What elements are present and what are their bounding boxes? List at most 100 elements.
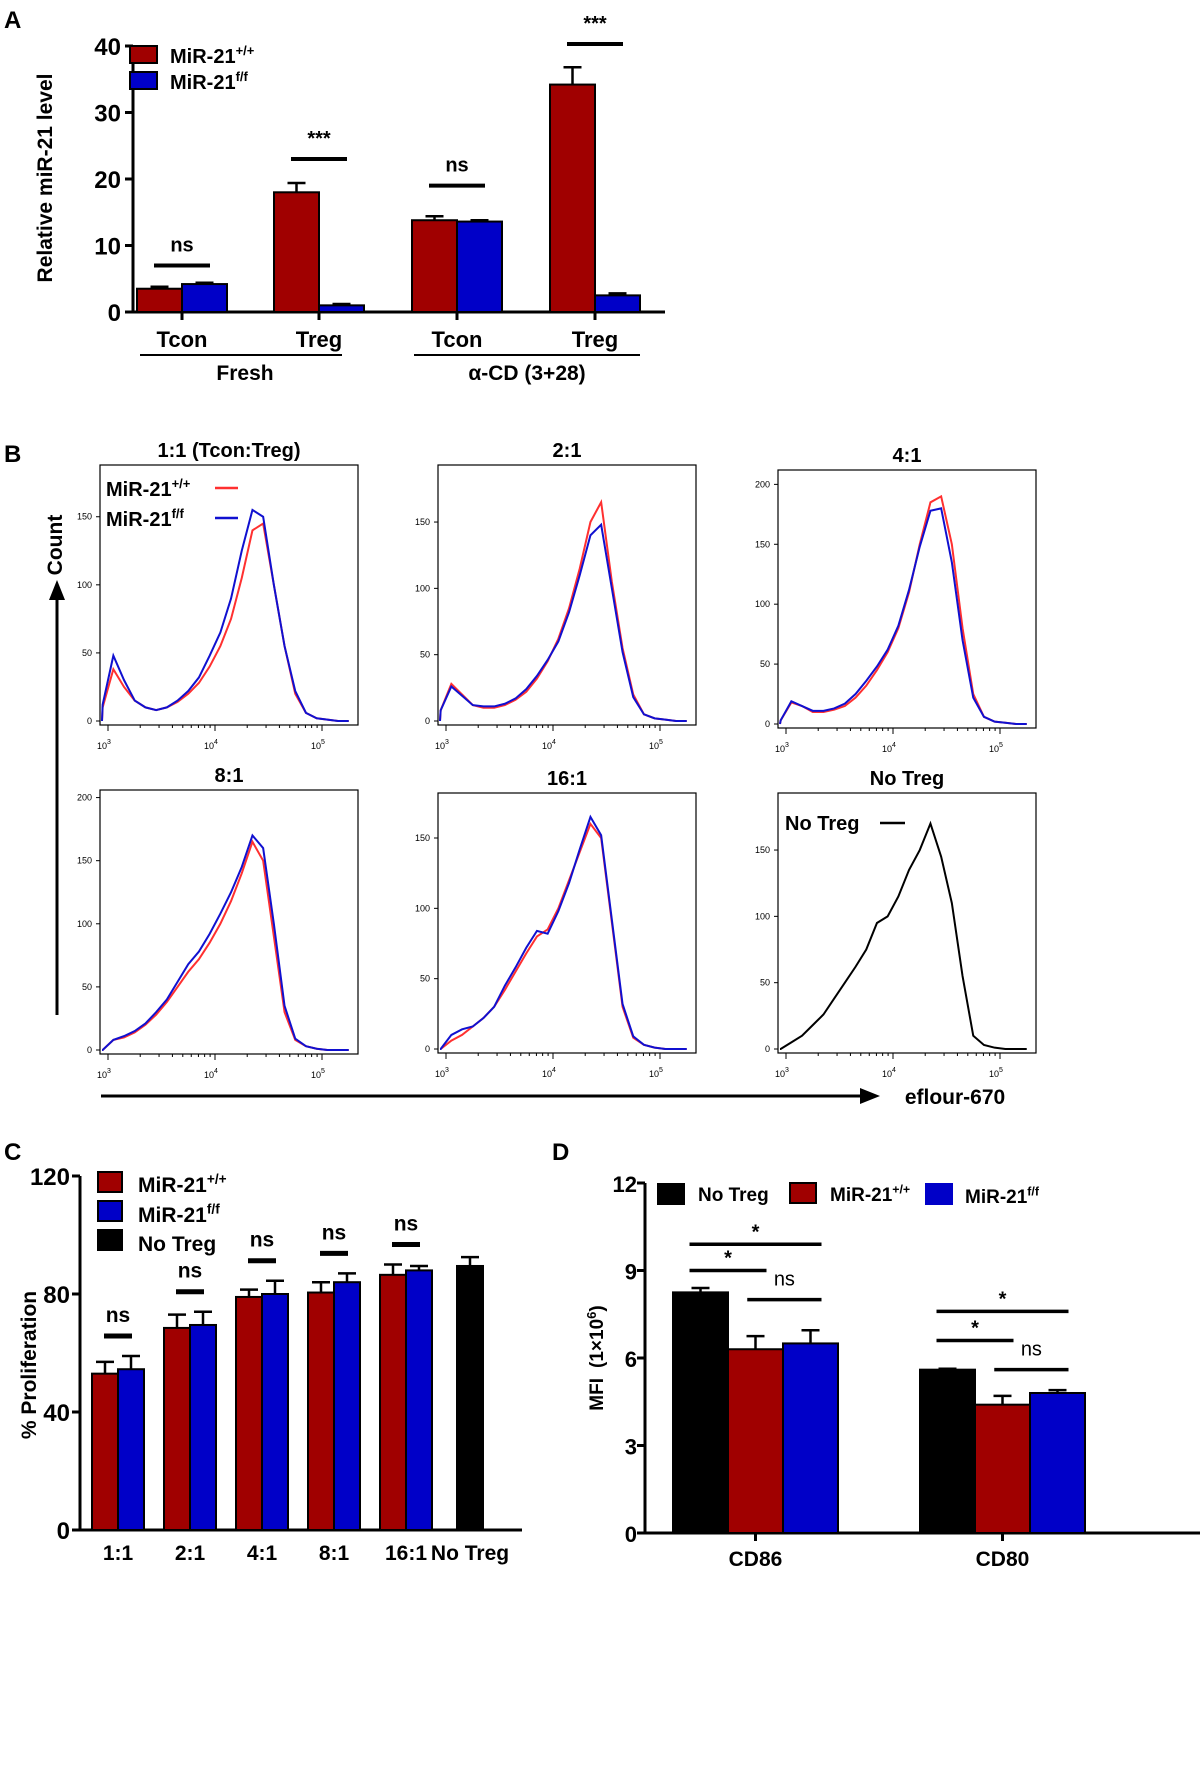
- x-tick-base: 10: [649, 741, 659, 751]
- legend-label-no-treg: No Treg: [138, 1233, 216, 1256]
- bar-miR21-ff: [261, 1293, 289, 1531]
- x-tick-label: 105: [649, 739, 663, 751]
- significance-label: ns: [1021, 1339, 1042, 1361]
- bar-no-treg: [919, 1368, 976, 1534]
- y-tick-label: 0: [87, 716, 92, 726]
- x-category-label: 2:1: [175, 1542, 206, 1565]
- significance-label: ns: [445, 155, 468, 177]
- bar-miR21-wt: [235, 1295, 263, 1531]
- x-category-label: CD80: [976, 1548, 1030, 1571]
- histogram-legend-wt: MiR-21+/+: [106, 476, 191, 501]
- y-tick-label: 200: [77, 793, 92, 803]
- y-tick-label: 50: [82, 648, 92, 658]
- x-tick-label: 103: [775, 742, 789, 754]
- x-tick-base: 10: [989, 1069, 999, 1079]
- legend-swatch-ko: [129, 71, 158, 90]
- group-label-fresh: Fresh: [216, 362, 273, 385]
- bar-miR21-wt: [163, 1326, 191, 1532]
- significance-label: ns: [178, 1260, 203, 1283]
- legend-label-ko-sup: f/f: [1027, 1184, 1040, 1198]
- y-tick-label: 100: [77, 919, 92, 929]
- legend-label-ko-base: MiR-21: [138, 1204, 207, 1227]
- significance-label: ns: [394, 1213, 419, 1236]
- x-category-label: Tcon: [157, 327, 208, 352]
- histogram-line-miR21-ff: [779, 507, 1027, 725]
- y-tick-label: 0: [108, 300, 121, 327]
- legend-swatch-ko: [925, 1183, 953, 1205]
- legend-label-wt-sup: +/+: [892, 1182, 910, 1196]
- y-tick-label: 3: [625, 1435, 637, 1460]
- x-category-label: Treg: [572, 327, 618, 352]
- y-tick-label: 0: [57, 1518, 70, 1545]
- histogram-line-miR21-wt: [439, 498, 687, 722]
- y-tick-label: 40: [94, 34, 121, 61]
- histogram-legend-wt-sup: +/+: [172, 476, 191, 491]
- bar-miR21-wt: [974, 1403, 1031, 1534]
- x-category-label: 16:1: [385, 1542, 427, 1565]
- x-tick-exp: 5: [999, 742, 1003, 749]
- y-tick-label: 0: [87, 1045, 92, 1055]
- histogram-legend-ko-base: MiR-21: [106, 509, 172, 531]
- bar-miR21-ff: [405, 1269, 433, 1532]
- legend-label-wt-sup: +/+: [236, 43, 255, 58]
- x-tick-base: 10: [649, 1069, 659, 1079]
- x-category-label: 4:1: [247, 1542, 278, 1565]
- x-tick-base: 10: [989, 744, 999, 754]
- count-axis-label: Count: [44, 515, 67, 576]
- x-tick-base: 10: [542, 741, 552, 751]
- legend-swatch-wt: [129, 45, 158, 64]
- y-tick-label: 50: [760, 659, 770, 669]
- x-tick-label: 105: [649, 1067, 663, 1079]
- x-tick-base: 10: [775, 1069, 785, 1079]
- bar-miR21-ff: [1029, 1392, 1086, 1534]
- y-tick-label: 150: [77, 512, 92, 522]
- x-tick-label: 104: [882, 742, 896, 754]
- y-tick-label: 50: [420, 974, 430, 984]
- x-tick-base: 10: [311, 1070, 321, 1080]
- bar-miR21-wt: [136, 287, 183, 314]
- histogram-line-miR21-wt: [101, 521, 349, 722]
- x-tick-exp: 3: [785, 742, 789, 749]
- y-tick-label: 100: [415, 903, 430, 913]
- x-tick-label: 104: [882, 1067, 896, 1079]
- y-tick-label: 0: [425, 716, 430, 726]
- y-tick-label: 6: [625, 1347, 637, 1372]
- histogram-line-miR21-wt: [440, 821, 687, 1050]
- significance-label: ns: [170, 234, 193, 256]
- x-tick-exp: 3: [107, 739, 111, 746]
- eflour-arrow-head: [860, 1088, 880, 1104]
- bar-miR21-wt: [307, 1291, 335, 1532]
- y-axis-label-mfi: MFI: [587, 1378, 608, 1411]
- x-tick-exp: 4: [214, 1068, 218, 1075]
- histogram-title: 2:1: [553, 440, 582, 462]
- bar-miR21-ff: [594, 294, 641, 313]
- x-tick-exp: 3: [445, 739, 449, 746]
- histogram-legend-ko: MiR-21f/f: [106, 506, 185, 531]
- bar-no-treg: [672, 1291, 729, 1534]
- y-tick-label: 100: [415, 583, 430, 593]
- panel-label: D: [552, 1139, 569, 1166]
- x-category-label: 1:1: [103, 1542, 134, 1565]
- histogram-frame: [777, 792, 1037, 1054]
- legend-label-ko: MiR-21f/f: [965, 1184, 1040, 1208]
- y-tick-label: 150: [755, 539, 770, 549]
- histogram-line-no-treg: [780, 820, 1027, 1050]
- x-tick-label: 105: [989, 742, 1003, 754]
- x-tick-base: 10: [204, 1070, 214, 1080]
- legend-label-ko: MiR-21f/f: [170, 69, 249, 94]
- x-tick-base: 10: [882, 744, 892, 754]
- x-tick-exp: 5: [659, 1067, 663, 1074]
- histogram-line-miR21-ff: [101, 508, 349, 722]
- x-tick-base: 10: [882, 1069, 892, 1079]
- histogram-legend-ko-sup: f/f: [172, 506, 185, 521]
- histogram-frame: [99, 789, 359, 1055]
- x-tick-base: 10: [542, 1069, 552, 1079]
- significance-label: ns: [774, 1269, 795, 1291]
- y-axis-label-sup: 6: [584, 1312, 599, 1319]
- panel-label: A: [4, 7, 21, 34]
- y-tick-label: 9: [625, 1260, 637, 1285]
- histogram-frame: [437, 792, 697, 1054]
- legend-label-wt-base: MiR-21: [830, 1185, 893, 1206]
- bar-miR21-ff: [456, 220, 503, 313]
